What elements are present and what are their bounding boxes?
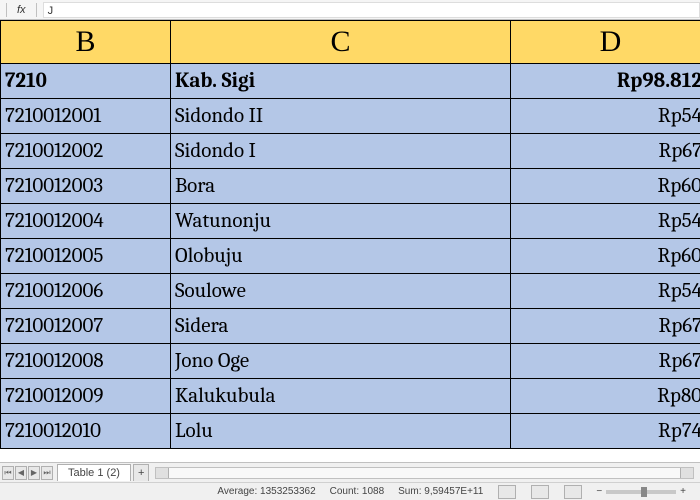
table-row: 7210Kab. SigiRp98.812	[1, 64, 700, 99]
cell-c[interactable]: Watunonju	[171, 204, 511, 239]
tab-last-icon[interactable]: ⏭	[41, 466, 53, 480]
cell-c[interactable]: Olobuju	[171, 239, 511, 274]
zoom-in-icon[interactable]: +	[680, 486, 686, 497]
table-row: 7210012004WatunonjuRp54	[1, 204, 700, 239]
sheet-tab-bar: ⏮ ◀ ▶ ⏭ Table 1 (2) +	[0, 462, 700, 482]
divider	[6, 3, 7, 17]
grid: B C D 7210Kab. SigiRp98.8127210012001Sid…	[0, 20, 700, 462]
status-count: Count: 1088	[330, 486, 385, 497]
status-sum: Sum: 9,59457E+11	[398, 486, 483, 497]
sheet-tabs: ⏮ ◀ ▶ ⏭ Table 1 (2) +	[0, 463, 149, 482]
cell-d[interactable]: Rp67	[511, 134, 700, 169]
table-row: 7210012007SideraRp67	[1, 309, 700, 344]
tab-prev-icon[interactable]: ◀	[15, 466, 27, 480]
tab-nav: ⏮ ◀ ▶ ⏭	[0, 466, 55, 480]
cell-d[interactable]: Rp60	[511, 239, 700, 274]
view-page-icon[interactable]	[531, 485, 549, 499]
column-header-d[interactable]: D	[511, 21, 700, 64]
zoom-slider[interactable]	[606, 490, 676, 494]
table-row: 7210012010LoluRp74	[1, 414, 700, 449]
cell-b[interactable]: 7210012010	[1, 414, 171, 449]
cell-d[interactable]: Rp60	[511, 169, 700, 204]
sheet-tab-add[interactable]: +	[133, 464, 149, 481]
data-table: B C D 7210Kab. SigiRp98.8127210012001Sid…	[0, 20, 700, 449]
status-sum-label: Sum:	[398, 486, 421, 497]
cell-c[interactable]: Kalukubula	[171, 379, 511, 414]
table-row: 7210012005OlobujuRp60	[1, 239, 700, 274]
cell-c[interactable]: Bora	[171, 169, 511, 204]
cell-c[interactable]: Jono Oge	[171, 344, 511, 379]
cell-c[interactable]: Sidondo I	[171, 134, 511, 169]
cell-b[interactable]: 7210012004	[1, 204, 171, 239]
cell-d[interactable]: Rp74	[511, 414, 700, 449]
cell-b[interactable]: 7210012001	[1, 99, 171, 134]
view-break-icon[interactable]	[564, 485, 582, 499]
table-row: 7210012003BoraRp60	[1, 169, 700, 204]
view-normal-icon[interactable]	[498, 485, 516, 499]
cell-d[interactable]: Rp67	[511, 344, 700, 379]
formula-bar: fx J	[0, 0, 700, 20]
zoom-out-icon[interactable]: −	[596, 486, 602, 497]
cell-b[interactable]: 7210	[1, 64, 171, 99]
table-row: 7210012009KalukubulaRp80	[1, 379, 700, 414]
status-count-label: Count:	[330, 486, 359, 497]
cell-d[interactable]: Rp80	[511, 379, 700, 414]
column-header-row: B C D	[1, 21, 700, 64]
table-row: 7210012001Sidondo IIRp54	[1, 99, 700, 134]
cell-c[interactable]: Kab. Sigi	[171, 64, 511, 99]
spreadsheet-app: fx J B C D 7210Kab. SigiRp98.81272100120…	[0, 0, 700, 500]
column-header-c[interactable]: C	[171, 21, 511, 64]
formula-input[interactable]: J	[43, 2, 700, 18]
cell-b[interactable]: 7210012006	[1, 274, 171, 309]
cell-c[interactable]: Lolu	[171, 414, 511, 449]
cell-d[interactable]: Rp54	[511, 99, 700, 134]
table-row: 7210012008Jono OgeRp67	[1, 344, 700, 379]
horizontal-scrollbar[interactable]	[155, 467, 694, 479]
cell-c[interactable]: Sidondo II	[171, 99, 511, 134]
cell-c[interactable]: Sidera	[171, 309, 511, 344]
status-average-value: 1353253362	[260, 486, 316, 497]
status-count-value: 1088	[362, 486, 384, 497]
table-row: 7210012006SouloweRp54	[1, 274, 700, 309]
cell-b[interactable]: 7210012007	[1, 309, 171, 344]
cell-d[interactable]: Rp67	[511, 309, 700, 344]
status-average-label: Average:	[217, 486, 257, 497]
cell-d[interactable]: Rp54	[511, 274, 700, 309]
table-row: 7210012002Sidondo IRp67	[1, 134, 700, 169]
status-bar: Average: 1353253362 Count: 1088 Sum: 9,5…	[0, 482, 700, 500]
cell-d[interactable]: Rp54	[511, 204, 700, 239]
table-body: 7210Kab. SigiRp98.8127210012001Sidondo I…	[1, 64, 700, 449]
status-info: Average: 1353253362 Count: 1088 Sum: 9,5…	[217, 485, 700, 499]
cell-c[interactable]: Soulowe	[171, 274, 511, 309]
cell-b[interactable]: 7210012008	[1, 344, 171, 379]
cell-d[interactable]: Rp98.812	[511, 64, 700, 99]
divider	[36, 3, 37, 17]
status-average: Average: 1353253362	[217, 486, 315, 497]
sheet-tab-active[interactable]: Table 1 (2)	[57, 464, 131, 481]
tab-first-icon[interactable]: ⏮	[2, 466, 14, 480]
status-sum-value: 9,59457E+11	[424, 486, 483, 497]
cell-b[interactable]: 7210012009	[1, 379, 171, 414]
zoom-control: − +	[596, 486, 692, 497]
cell-b[interactable]: 7210012002	[1, 134, 171, 169]
cell-b[interactable]: 7210012005	[1, 239, 171, 274]
cell-b[interactable]: 7210012003	[1, 169, 171, 204]
column-header-b[interactable]: B	[1, 21, 171, 64]
fx-label: fx	[13, 4, 30, 16]
tab-next-icon[interactable]: ▶	[28, 466, 40, 480]
